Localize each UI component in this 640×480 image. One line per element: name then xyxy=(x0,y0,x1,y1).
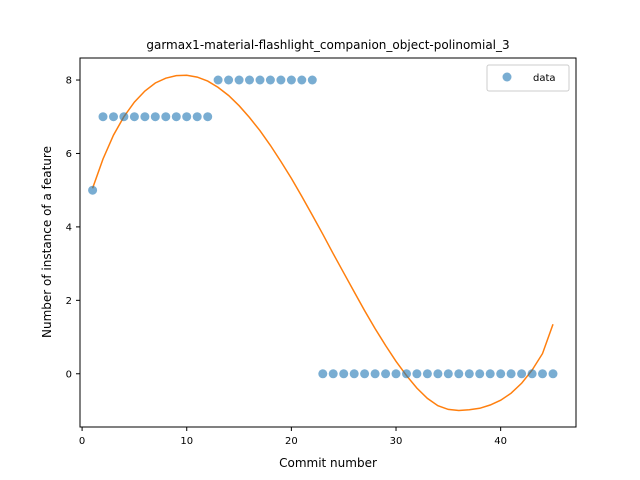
data-point xyxy=(171,112,181,122)
data-point xyxy=(265,75,275,85)
plot-frame xyxy=(79,57,577,428)
x-tick-label: 10 xyxy=(180,436,193,447)
legend-box xyxy=(486,64,570,92)
y-tick-label: 6 xyxy=(66,149,72,160)
x-axis-ticks: 0 10 20 30 40 xyxy=(79,427,507,447)
data-point xyxy=(496,369,506,379)
data-point xyxy=(349,369,359,379)
data-point xyxy=(454,369,464,379)
x-tick-label: 0 xyxy=(79,436,85,447)
data-point xyxy=(129,112,139,122)
data-point xyxy=(328,369,338,379)
y-axis-label: Number of instance of a feature xyxy=(40,146,54,338)
data-point xyxy=(245,75,254,85)
data-point xyxy=(213,75,223,85)
plot-marks xyxy=(88,74,558,412)
data-point xyxy=(370,369,380,379)
legend-label-data: data xyxy=(533,73,556,84)
data-point xyxy=(297,75,307,85)
data-point xyxy=(109,112,118,122)
chart-title: garmax1-material-flashlight_companion_ob… xyxy=(146,38,509,52)
data-point xyxy=(119,112,129,122)
data-point xyxy=(192,112,202,122)
data-point xyxy=(485,369,495,379)
data-point xyxy=(182,112,192,122)
data-point xyxy=(255,75,265,85)
data-point xyxy=(391,369,401,379)
data-point xyxy=(307,75,317,85)
data-point xyxy=(506,369,516,379)
data-point xyxy=(402,369,411,379)
x-tick-label: 20 xyxy=(285,436,298,447)
y-tick-label: 2 xyxy=(66,296,72,307)
data-point xyxy=(339,369,349,379)
data-point xyxy=(433,369,443,379)
data-point xyxy=(464,369,474,379)
data-point xyxy=(276,75,286,85)
data-point xyxy=(234,75,244,85)
x-tick-label: 40 xyxy=(494,436,507,447)
data-point xyxy=(88,185,98,195)
data-point xyxy=(475,369,485,379)
legend: data xyxy=(486,64,570,92)
data-point xyxy=(98,112,108,122)
data-point xyxy=(161,112,171,122)
x-axis-label: Commit number xyxy=(279,456,377,470)
data-point xyxy=(381,369,391,379)
data-point xyxy=(224,75,234,85)
data-point xyxy=(318,369,328,379)
legend-marker-data xyxy=(502,72,512,82)
data-point xyxy=(360,369,370,379)
x-tick-label: 30 xyxy=(390,436,403,447)
y-tick-label: 0 xyxy=(66,369,72,380)
data-point xyxy=(527,369,537,379)
fit-line xyxy=(91,74,554,412)
data-point xyxy=(140,112,150,122)
y-axis-ticks: 0 2 4 6 8 xyxy=(66,76,80,380)
data-point xyxy=(286,75,296,85)
y-tick-label: 4 xyxy=(66,222,72,233)
data-point xyxy=(517,369,527,379)
data-point xyxy=(443,369,453,379)
data-point xyxy=(548,369,558,379)
data-point xyxy=(422,369,432,379)
data-point xyxy=(538,369,547,379)
y-tick-label: 8 xyxy=(66,76,72,87)
data-point xyxy=(150,112,160,122)
data-point xyxy=(412,369,422,379)
data-point xyxy=(203,112,213,122)
